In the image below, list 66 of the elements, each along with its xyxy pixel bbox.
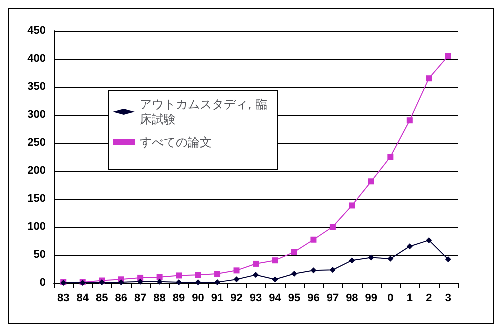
point [349,202,356,209]
point [426,76,432,82]
y-tick-label: 250 [28,137,46,149]
x-tick-label: 92 [230,292,243,304]
x-tick-label: 1 [406,292,413,304]
x-tick-label: 88 [154,292,166,304]
point [253,260,259,267]
point [310,268,317,274]
point [426,237,432,244]
point [234,276,240,283]
x-tick-label: 99 [365,292,378,304]
x-tick-label: 86 [115,292,128,304]
point [156,274,163,280]
x-tick-label: 3 [445,292,452,304]
point [253,272,259,278]
point [388,154,394,160]
point [195,279,202,286]
point [272,258,278,264]
point [291,271,298,278]
point [330,224,336,230]
x-tick-label: 90 [192,292,204,304]
x-tick-label: 85 [96,292,108,304]
y-tick-label: 300 [28,109,46,121]
x-tick-label: 97 [326,292,340,304]
point [330,267,336,274]
point [368,178,374,185]
y-tick-label: 200 [28,165,46,177]
point [138,278,144,285]
point [176,272,182,279]
point [156,278,163,285]
x-tick-label: 83 [57,292,70,304]
point [214,271,221,278]
legend-label: アウトカムスタディ, 臨床試験 [140,98,268,126]
point [118,279,124,286]
x-tick-label: 87 [134,292,147,304]
y-tick-label: 350 [28,81,46,93]
point [388,256,394,262]
point [445,256,452,262]
y-tick-label: 450 [28,25,46,37]
x-tick-label: 84 [76,292,90,304]
x-tick-label: 95 [288,292,301,304]
point [195,272,202,278]
point [272,276,278,283]
x-tick-label: 94 [269,292,282,304]
x-tick-label: 91 [211,292,224,304]
legend-label: すべての論文 [140,136,212,150]
point [214,279,221,286]
point [349,258,356,264]
point [406,118,413,124]
y-tick-label: 150 [28,193,46,205]
y-tick-label: 50 [34,249,46,261]
point [291,249,298,256]
y-tick-label: 100 [28,221,46,233]
point [310,236,317,243]
point [234,268,240,274]
point [406,244,413,250]
point [445,53,452,60]
point [368,254,374,261]
x-tick-label: 89 [172,292,186,304]
y-tick-label: 400 [28,53,46,65]
x-tick-label: 96 [308,292,320,304]
x-tick-label: 98 [346,292,358,304]
x-tick-label: 93 [250,292,262,304]
x-tick-label: 0 [388,292,394,304]
x-tick-label: 2 [426,292,432,304]
y-tick-label: 0 [40,277,46,289]
